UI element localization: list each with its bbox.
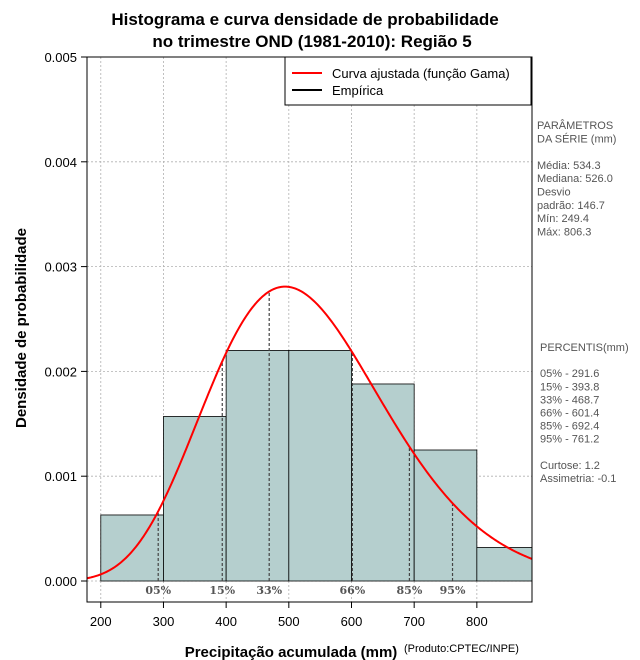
product-credit: (Produto:CPTEC/INPE) [404, 643, 519, 655]
legend-label-fitted-curve: Curva ajustada (função Gama) [332, 66, 510, 81]
histogram-bar-5 [413, 449, 478, 582]
y-tick-label-1: 0.001 [44, 469, 77, 484]
x-tick-label-0: 200 [90, 614, 112, 629]
percentile-label-3: 66% [339, 584, 365, 597]
y-tick-label-3: 0.003 [44, 260, 77, 275]
percentis-line-6: 85% - 692.4 [540, 421, 599, 433]
params-line-6: padrão: 146.7 [537, 200, 605, 212]
percentis-line-5: 66% - 601.4 [540, 408, 599, 420]
params-line-0: PARÂMETROS [537, 119, 613, 132]
series-parameters-panel: PARÂMETROS DA SÉRIE (mm) Média: 534.3Medi… [537, 119, 616, 238]
percentis-line-4: 33% - 468.7 [540, 394, 599, 406]
percentis-line-9: Curtose: 1.2 [540, 460, 600, 472]
curve-layer [87, 285, 532, 580]
x-tick-label-4: 600 [341, 614, 363, 629]
histogram-bar-0 [100, 514, 164, 582]
y-tick-label-4: 0.004 [44, 155, 77, 170]
percentile-label-1: 15% [209, 584, 235, 597]
x-axis: 200 300 400 500 600 700 800 [90, 602, 488, 629]
percentis-line-7: 95% - 761.2 [540, 434, 599, 446]
x-tick-label-5: 700 [403, 614, 425, 629]
percentile-markers: 05% 15% 33% 66% 85% 95% [145, 291, 466, 597]
legend-label-empirical: Empírica [332, 83, 384, 98]
histogram-bar-6 [476, 547, 532, 582]
y-axis: 0.000 0.001 0.002 0.003 0.004 0.005 [44, 50, 87, 589]
percentiles-panel: PERCENTIS(mm) 05% - 291.615% - 393.833% -… [540, 342, 629, 485]
histogram-bar-2 [225, 350, 290, 582]
y-tick-label-2: 0.002 [44, 364, 77, 379]
y-axis-title: Densidade de probabilidade [13, 228, 30, 428]
legend-box [284, 56, 532, 106]
params-line-4: Mediana: 526.0 [537, 173, 613, 185]
params-line-8: Máx: 806.3 [537, 226, 591, 238]
x-tick-label-2: 400 [215, 614, 237, 629]
grid-layer [87, 56, 532, 602]
params-line-1: DA SÉRIE (mm) [537, 132, 616, 145]
params-line-7: Mín: 249.4 [537, 213, 589, 225]
x-axis-title: Precipitação acumulada (mm) [185, 644, 398, 660]
histogram-bar-4 [351, 383, 415, 582]
x-tick-label-1: 300 [153, 614, 175, 629]
percentis-line-0: PERCENTIS(mm) [540, 342, 629, 354]
legend: Curva ajustada (função Gama) Empírica [284, 56, 532, 106]
histogram-bar-3 [288, 350, 352, 582]
percentile-label-0: 05% [145, 584, 171, 597]
histogram-bar-1 [163, 416, 227, 582]
percentile-label-2: 33% [256, 584, 282, 597]
percentile-label-4: 85% [397, 584, 423, 597]
y-tick-label-5: 0.005 [44, 50, 77, 65]
percentile-label-5: 95% [440, 584, 466, 597]
y-tick-label-0: 0.000 [44, 574, 77, 589]
params-line-3: Média: 534.3 [537, 160, 601, 172]
x-tick-label-6: 800 [466, 614, 488, 629]
bars-layer [100, 350, 532, 582]
chart-title-line-1: Histograma e curva densidade de probabil… [111, 10, 498, 29]
chart-title-line-2: no trimestre OND (1981-2010): Região 5 [152, 32, 471, 51]
percentis-line-10: Assimetria: -0.1 [540, 473, 616, 485]
gamma-fit-curve [87, 285, 532, 580]
percentis-line-2: 05% - 291.6 [540, 368, 599, 380]
x-tick-label-3: 500 [278, 614, 300, 629]
percentis-line-3: 15% - 393.8 [540, 381, 599, 393]
params-line-5: Desvio [537, 187, 571, 199]
